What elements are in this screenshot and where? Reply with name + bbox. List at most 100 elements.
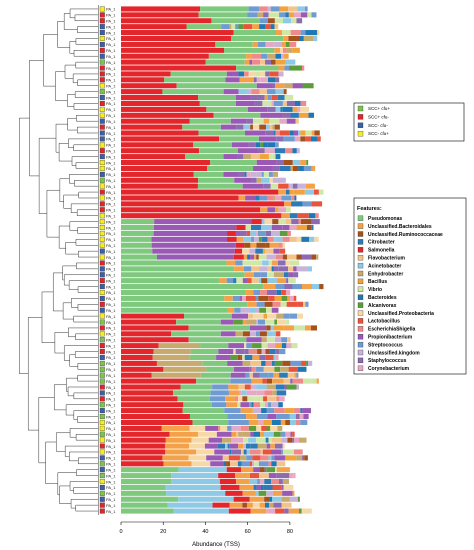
bar-segment (307, 224, 312, 231)
dendrogram-branch (77, 286, 98, 293)
bar-segment (274, 360, 283, 366)
bar-segment (282, 224, 290, 231)
bar-segment (277, 425, 283, 431)
bar-segment (259, 478, 265, 485)
bar-segment (296, 148, 300, 154)
group-legend-label: SCC+ cfu- (368, 114, 389, 119)
bar-segment (258, 254, 267, 260)
dendrogram-branch (69, 8, 98, 19)
bar-segment (290, 272, 294, 278)
bar-segment (151, 372, 201, 378)
bar-segment (219, 478, 237, 485)
bar-segment (213, 112, 261, 118)
bar-segment (266, 490, 273, 496)
bar-segment (224, 295, 233, 301)
bar-segment (250, 254, 255, 260)
bar-segment (243, 124, 251, 130)
bar-segment (279, 165, 291, 171)
bar-segment (251, 260, 263, 266)
bar-segment (256, 242, 266, 248)
bar-segment (290, 112, 299, 118)
dendrogram-branch (65, 242, 79, 255)
bar-segment (292, 106, 298, 112)
bar-segment (234, 177, 252, 183)
bar-segment (121, 331, 172, 337)
bar-segment (246, 455, 253, 461)
bar-segment (266, 384, 276, 390)
bar-segment (281, 337, 288, 343)
bar-segment (280, 413, 290, 420)
group-legend-swatch (357, 105, 364, 112)
bar-segment (267, 413, 277, 420)
bar-segment (271, 402, 279, 408)
bar-segment (250, 443, 258, 449)
bar-segment (300, 408, 303, 414)
dendrogram-branch (41, 291, 55, 343)
sample-label: PA_1 (106, 84, 116, 89)
bar-segment (265, 349, 270, 355)
group-marker (99, 431, 105, 437)
bar-segment (271, 260, 278, 266)
bar-segment (230, 461, 238, 467)
bar-segment (276, 136, 284, 142)
sample-label: PA_1 (106, 231, 116, 236)
bar-segment (275, 195, 282, 201)
bar-segment (263, 366, 275, 372)
bar-segment (245, 443, 251, 449)
bar-segment (121, 118, 190, 124)
bar-segment (188, 455, 207, 461)
bar-segment (191, 461, 211, 467)
bar-segment (300, 106, 310, 112)
dendrogram-branch (75, 162, 98, 169)
bar-segment (227, 360, 243, 366)
bar-segment (283, 484, 294, 490)
dendrogram-branch (63, 13, 78, 30)
sample-bar (121, 106, 310, 112)
bar-segment (121, 219, 155, 225)
bar-segment (237, 402, 241, 408)
group-marker (99, 142, 105, 148)
sample-bar (121, 171, 279, 177)
bar-segment (121, 207, 261, 213)
bar-segment (260, 396, 264, 402)
bar-segment (289, 65, 294, 71)
bar-segment (253, 467, 260, 473)
sample-bar (121, 254, 319, 260)
bar-segment (282, 360, 291, 366)
bar-segment (264, 467, 267, 473)
bar-segment (268, 455, 272, 461)
sample-label: PA_1 (106, 426, 116, 431)
group-marker (99, 47, 105, 53)
bar-segment (289, 130, 294, 136)
sample-bar (121, 6, 308, 12)
dendrogram-branch (57, 21, 70, 48)
bar-segment (266, 124, 270, 130)
bar-segment (265, 59, 271, 65)
bar-segment (167, 502, 213, 508)
bar-segment (317, 30, 320, 36)
bar-segment (121, 278, 219, 284)
bar-segment (251, 53, 262, 59)
bar-segment (293, 295, 297, 301)
bar-segment (282, 242, 285, 248)
bar-segment (121, 384, 181, 390)
bar-segment (272, 83, 276, 89)
bar-segment (296, 236, 302, 242)
group-marker (99, 219, 105, 225)
bar-segment (244, 59, 250, 65)
bar-segment (235, 100, 255, 107)
dendrogram-branch (64, 64, 76, 79)
dendrogram-branch (46, 189, 60, 238)
bar-segment (258, 136, 277, 142)
sample-label: PA_1 (106, 166, 116, 171)
bar-segment (121, 307, 228, 313)
bar-segment (252, 372, 260, 378)
bar-segment (270, 325, 274, 331)
bar-segment (279, 372, 288, 378)
bar-segment (229, 443, 239, 449)
bar-segment (238, 437, 244, 443)
dendrogram-branch (78, 191, 98, 199)
bar-segment (271, 230, 280, 236)
bar-segment (231, 449, 242, 455)
bar-segment (206, 106, 248, 112)
